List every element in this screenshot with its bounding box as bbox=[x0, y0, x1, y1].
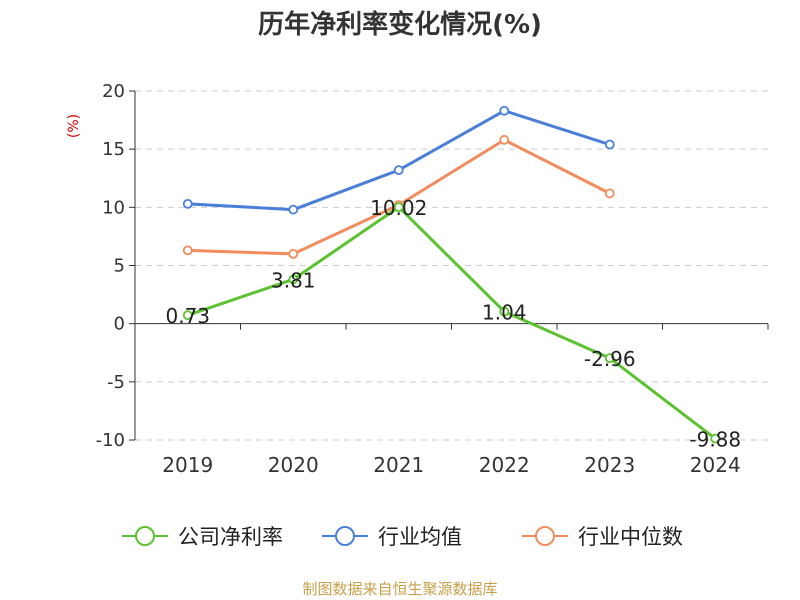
y-tick-label: -10 bbox=[96, 430, 125, 451]
data-point[interactable] bbox=[604, 139, 615, 150]
x-tick-label: 2020 bbox=[268, 453, 319, 477]
data-point[interactable] bbox=[393, 202, 404, 213]
y-axis-label: (%) bbox=[66, 114, 82, 138]
x-tick-label: 2021 bbox=[373, 453, 424, 477]
legend: 公司净利率 行业均值 行业中位数 bbox=[122, 525, 683, 549]
data-point[interactable] bbox=[393, 165, 404, 176]
x-tick-label: 2024 bbox=[690, 453, 741, 477]
legend-label: 行业均值 bbox=[378, 525, 462, 549]
data-point[interactable] bbox=[182, 198, 193, 209]
y-tick-label: 0 bbox=[114, 314, 125, 335]
data-point[interactable] bbox=[182, 310, 193, 321]
data-point[interactable] bbox=[604, 353, 615, 364]
data-point[interactable] bbox=[710, 433, 721, 444]
data-label: -9.88 bbox=[689, 428, 741, 452]
x-tick-label: 2022 bbox=[479, 453, 530, 477]
legend-item-1[interactable]: 行业均值 bbox=[322, 525, 462, 549]
data-label: -2.96 bbox=[584, 347, 636, 371]
data-point[interactable] bbox=[288, 248, 299, 259]
data-point[interactable] bbox=[499, 306, 510, 317]
source-note: 制图数据来自恒生聚源数据库 bbox=[302, 580, 498, 598]
data-point[interactable] bbox=[499, 134, 510, 145]
data-label: 3.81 bbox=[271, 268, 316, 292]
data-labels: 0.73 3.81 10.02 1.04 -2.96 -9.88 bbox=[165, 196, 741, 452]
y-tick-label: 5 bbox=[114, 256, 125, 277]
y-tick-label: 10 bbox=[102, 197, 125, 218]
data-point[interactable] bbox=[288, 204, 299, 215]
legend-label: 公司净利率 bbox=[178, 525, 283, 549]
y-tick-label: 15 bbox=[102, 139, 125, 160]
y-tick-label: -5 bbox=[107, 372, 125, 393]
chart-title: 历年净利率变化情况(%) bbox=[258, 10, 542, 40]
x-tick-label: 2023 bbox=[584, 453, 635, 477]
data-label: 0.73 bbox=[165, 304, 210, 328]
axes: -10 -5 0 5 10 15 20 2019 2020 2021 2022 2023 2024 bbox=[96, 81, 769, 477]
legend-label: 行业中位数 bbox=[578, 525, 683, 549]
legend-marker bbox=[135, 526, 155, 546]
legend-item-0[interactable]: 公司净利率 bbox=[122, 525, 283, 549]
series-line-0 bbox=[187, 205, 717, 440]
legend-marker bbox=[535, 526, 555, 546]
data-point[interactable] bbox=[499, 105, 510, 116]
legend-marker bbox=[335, 526, 355, 546]
series-layer bbox=[182, 105, 721, 444]
data-point[interactable] bbox=[288, 274, 299, 285]
x-tick-label: 2019 bbox=[162, 453, 213, 477]
y-tick-label: 20 bbox=[102, 81, 125, 102]
grid-lines bbox=[135, 90, 768, 441]
data-label: 10.02 bbox=[370, 196, 427, 220]
data-point[interactable] bbox=[604, 188, 615, 199]
data-label: 1.04 bbox=[482, 301, 527, 325]
data-point[interactable] bbox=[182, 245, 193, 256]
legend-item-2[interactable]: 行业中位数 bbox=[522, 525, 683, 549]
